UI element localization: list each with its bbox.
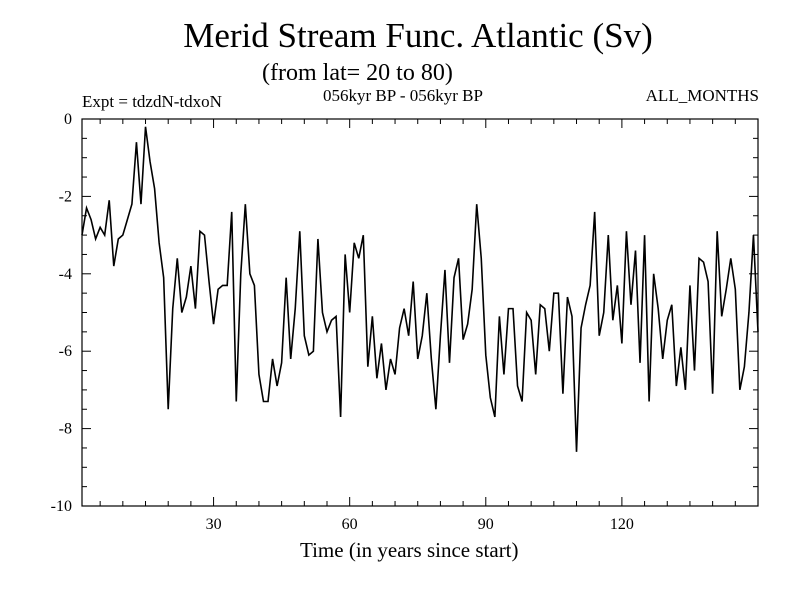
chart-title: Merid Stream Func. Atlantic (Sv)	[183, 16, 653, 55]
period-label: 056kyr BP - 056kyr BP	[323, 86, 483, 105]
experiment-label: Expt = tdzdN-tdxoN	[82, 92, 222, 111]
y-tick-label: -4	[59, 266, 72, 283]
x-tick-label: 60	[342, 516, 358, 533]
chart-subtitle: (from lat= 20 to 80)	[262, 60, 453, 86]
months-label: ALL_MONTHS	[645, 86, 759, 105]
series-line	[81, 126, 759, 452]
y-tick-label: 0	[64, 111, 72, 128]
y-tick-label: -6	[59, 343, 72, 360]
y-tick-label: -8	[59, 421, 72, 438]
y-tick-label: -10	[51, 498, 72, 515]
plot-frame	[81, 118, 759, 507]
x-tick-label: 30	[206, 516, 222, 533]
x-tick-label: 90	[478, 516, 494, 533]
y-tick-label: -2	[59, 188, 72, 205]
x-tick-label: 120	[610, 516, 634, 533]
x-axis-label: Time (in years since start)	[300, 538, 519, 562]
